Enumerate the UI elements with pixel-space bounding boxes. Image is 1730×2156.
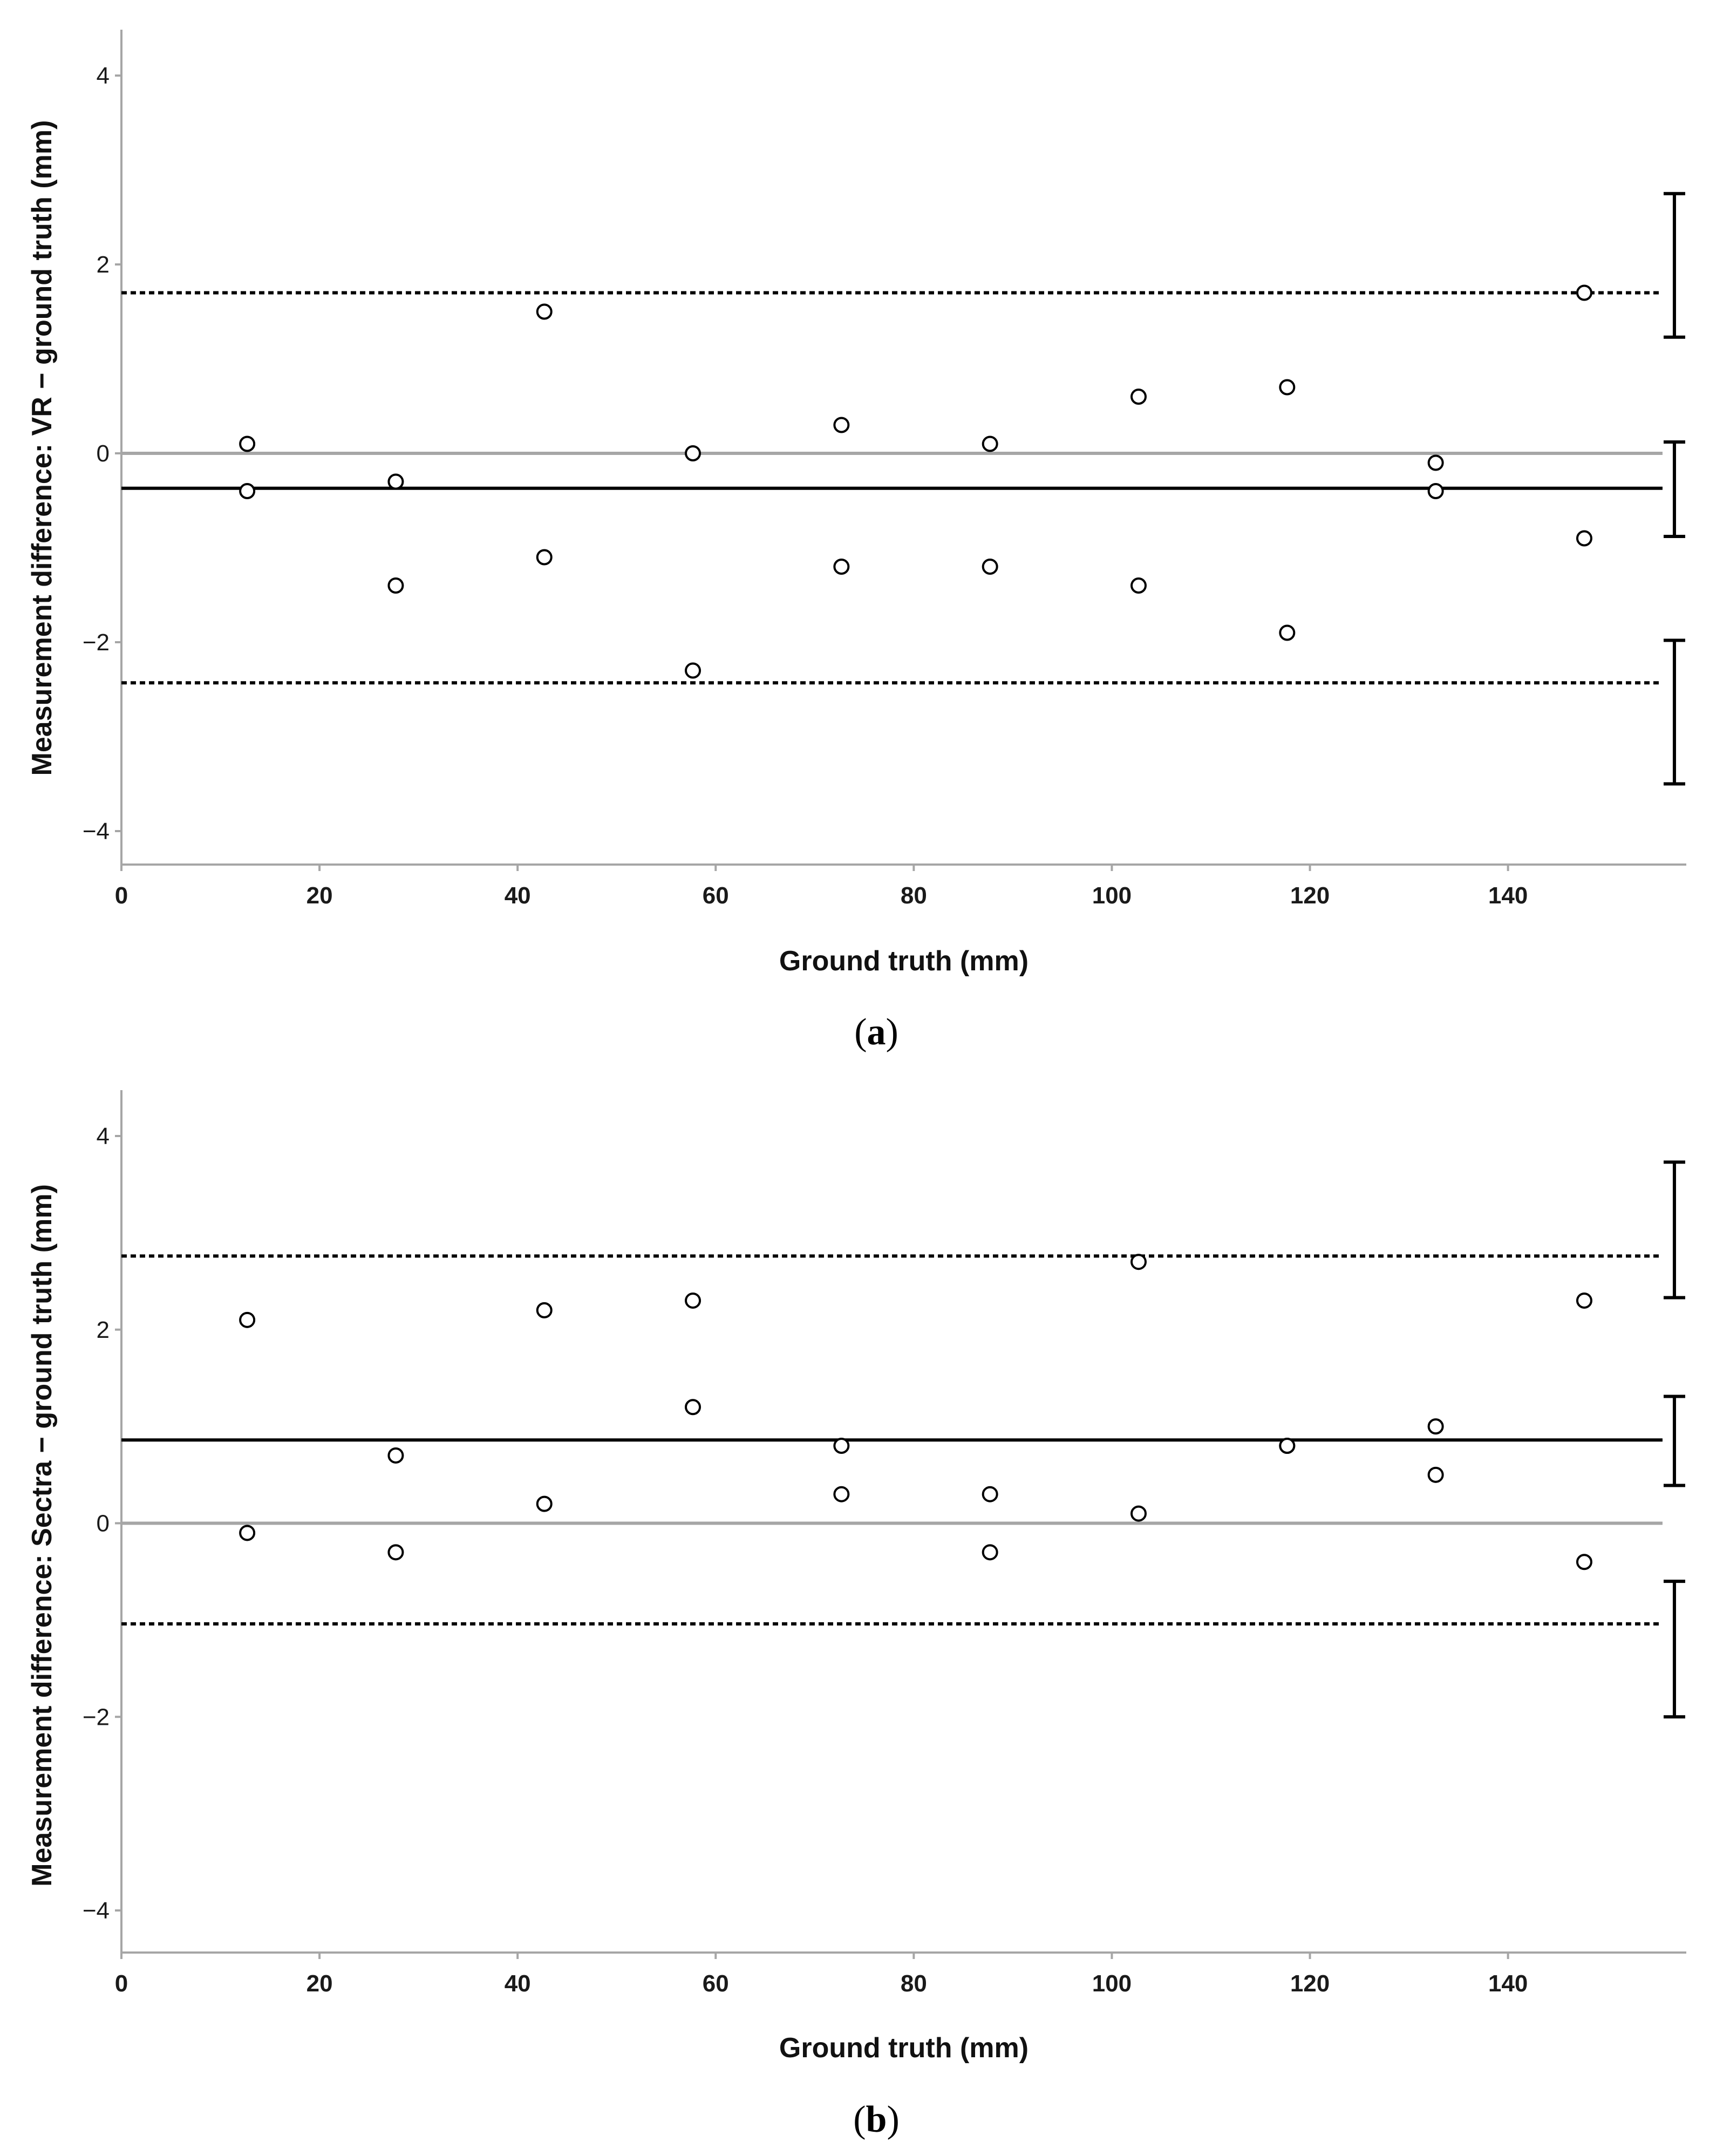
panel-a-data-point [1279, 379, 1296, 396]
panel-a-data-point [536, 303, 553, 320]
panel-b-data-point [1130, 1254, 1147, 1270]
panel-b-x-tick-label: 40 [505, 1970, 531, 1997]
panel-a-y-axis-title: Measurement difference: VR − ground trut… [26, 120, 58, 776]
panel-a-y-tick-label: 0 [97, 440, 110, 467]
panel-a-x-tick-label: 60 [703, 882, 729, 909]
panel-b-data-point [982, 1486, 998, 1502]
panel-a-x-axis-title: Ground truth (mm) [779, 946, 1029, 977]
panel-a-x-tick-label: 140 [1488, 882, 1528, 909]
panel-b-data-point [239, 1311, 256, 1328]
panel-a-y-tick-label: −4 [83, 818, 110, 845]
panel-a-x-tick-label: 80 [901, 882, 927, 909]
panel-b-y-tick-label: −4 [83, 1897, 110, 1924]
panel-a-data-point [685, 662, 701, 679]
panel-b-ci-lower-limit [1663, 1580, 1685, 1719]
panel-b-data-point [1427, 1418, 1444, 1435]
panel-a-x-tick-label: 120 [1290, 882, 1330, 909]
panel-b-x-tick-label: 140 [1488, 1970, 1528, 1997]
panel-b-ci-upper-limit [1663, 1160, 1685, 1300]
panel-b-y-tick-label: 4 [97, 1123, 110, 1150]
panel-b-ci-mean [1663, 1395, 1685, 1487]
panel-b-data-point [536, 1302, 553, 1318]
panel-b-x-tick-label: 60 [703, 1970, 729, 1997]
panel-a-data-point [833, 559, 850, 575]
panel-a-data-point [685, 445, 701, 461]
panel-a-label-open: ( [854, 1011, 867, 1053]
panel-b-data-point [833, 1438, 850, 1454]
panel-a-y-tick-label: 2 [97, 251, 110, 278]
panel-b-data-point [1130, 1505, 1147, 1522]
panel-a-data-point [1130, 389, 1147, 405]
panel-b-data-point [685, 1399, 701, 1416]
panel-a-data-point [982, 559, 998, 575]
panel-a-label-close: ) [886, 1011, 898, 1053]
panel-a-data-point [239, 436, 256, 452]
panel-b-label-open: ( [853, 2099, 866, 2140]
panel-b-label-close: ) [887, 2099, 899, 2140]
panel-a-data-point [239, 483, 256, 499]
panel-b-x-tick-label: 120 [1290, 1970, 1330, 1997]
panel-b-y-tick-label: −2 [83, 1704, 110, 1730]
panel-a-ylabel-group: Measurement difference: VR − ground trut… [26, 120, 58, 776]
panel-a-ci-upper-limit [1663, 192, 1685, 339]
panel-b-data-point [1427, 1466, 1444, 1483]
panel-a-label: (a) [854, 1011, 898, 1053]
panel-b-ylabel-group: Measurement difference: Sectra − ground … [26, 1184, 58, 1887]
panel-a-data-point [536, 549, 553, 566]
panel-b-data-point [387, 1447, 404, 1464]
panel-a-data-point [387, 473, 404, 490]
panel-a-ci-lower-limit [1663, 638, 1685, 786]
panel-b-y-axis-title: Measurement difference: Sectra − ground … [26, 1184, 58, 1887]
panel-b: Measurement difference: Sectra − ground … [26, 1184, 1029, 2140]
panel-a-data-point [1427, 483, 1444, 499]
panel-a-data-point [1279, 624, 1296, 641]
panel-b-data-point [239, 1525, 256, 1541]
panel-b-y-tick-label: 0 [97, 1511, 110, 1537]
panel-a-data-point [982, 436, 998, 452]
panel-a-data-point [1576, 530, 1592, 547]
panel-a-data-point [833, 417, 850, 433]
panel-a-x-tick-label: 100 [1092, 882, 1132, 909]
panel-a-ci-mean [1663, 440, 1685, 538]
panel-b-y-tick-label: 2 [97, 1317, 110, 1343]
panel-a-data-point [1427, 454, 1444, 471]
panel-a-y-tick-label: −2 [83, 629, 110, 656]
panel-b-x-tick-label: 20 [307, 1970, 333, 1997]
panel-b-data-point [536, 1495, 553, 1512]
panel-a-label-letter: a [867, 1011, 886, 1053]
panel-b-data-point [833, 1486, 850, 1502]
panel-a-y-tick-label: 4 [97, 63, 110, 89]
panel-b-data-point [685, 1292, 701, 1309]
panel-a-data-point [1576, 284, 1592, 301]
panel-b-x-tick-label: 0 [115, 1970, 128, 1997]
panel-a-data-point [1130, 577, 1147, 594]
panel-a-x-tick-label: 20 [307, 882, 333, 909]
panel-b-x-axis-title: Ground truth (mm) [779, 2032, 1029, 2064]
panel-b-data-point [982, 1544, 998, 1561]
panel-b-data-point [1576, 1554, 1592, 1570]
panel-a-x-tick-label: 40 [505, 882, 531, 909]
panel-b-x-tick-label: 80 [901, 1970, 927, 1997]
panel-b-data-point [1279, 1438, 1296, 1454]
panel-b-label-letter: b [866, 2099, 887, 2140]
panel-a: Measurement difference: VR − ground trut… [26, 120, 1029, 1053]
panel-b-data-point [1576, 1292, 1592, 1309]
panel-a-x-tick-label: 0 [115, 882, 128, 909]
panel-b-x-tick-label: 100 [1092, 1970, 1132, 1997]
panel-b-label: (b) [853, 2099, 900, 2140]
panel-b-data-point [387, 1544, 404, 1561]
panel-a-data-point [387, 577, 404, 594]
